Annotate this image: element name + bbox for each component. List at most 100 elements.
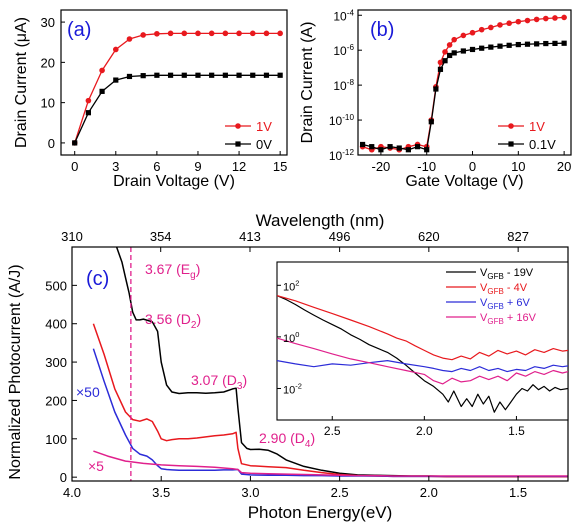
panel-a-series-1-line: [74, 74, 281, 144]
panel-b-series-0-point-23: [543, 15, 549, 22]
panel-c-y-tick-label-5: 500: [45, 278, 67, 293]
panel-b-series-0-point-18: [497, 22, 503, 28]
panel-b-series-0-point-13: [451, 36, 457, 43]
panel-c-annotation-3: 2.90 (D4): [259, 430, 315, 450]
panel-a-series-0-point-7: [167, 30, 174, 37]
panel-a-series-0-point-11: [222, 30, 229, 37]
panel-c-inset-y-tick-label-2: 102: [283, 278, 299, 293]
panel-b-series-0-point-21: [524, 17, 531, 24]
panel-a-y-tick-label-1: 10: [41, 96, 55, 111]
panel-a-legend-label-0: 1V: [256, 119, 272, 134]
panel-c-inset-legend-label-1: VGFB - 4V: [480, 282, 528, 296]
panel-b-series-1-point-10: [437, 66, 444, 72]
panel-b-y-tick-label-2: 10-8: [333, 78, 354, 93]
panel-c-y-tick-label-3: 300: [45, 355, 67, 370]
panel-c-inset-series-3-line: [277, 337, 568, 385]
panel-a-x-tick-label-2: 6: [153, 159, 160, 174]
panel-b-series-0-point-25: [561, 14, 567, 21]
panel-b-series-1-point-8: [428, 119, 434, 125]
panel-a-series-0-point-2: [99, 67, 105, 74]
panel-b-x-tick-label-3: 10: [511, 159, 525, 174]
panel-c-x-tick-label-3: 2.5: [331, 485, 349, 500]
panel-c-top-tick-label-2: 413: [239, 229, 261, 244]
panel-c-y-tick-label-2: 200: [45, 393, 67, 408]
panel-b-series-1-point-21: [524, 41, 531, 47]
panel-a-series-0-point-8: [181, 30, 188, 37]
panel-c-x-tick-label-0: 4.0: [63, 485, 81, 500]
panel-a-series-1-point-0: [72, 140, 78, 146]
panel-a-series-1-point-8: [181, 72, 187, 78]
panel-a-series-0-point-5: [140, 32, 146, 38]
panel-b-series-1-point-6: [414, 144, 421, 150]
panel-c-inset-y-tick-label-0: 10-2: [283, 381, 302, 396]
panel-a-series-1-point-13: [250, 72, 256, 78]
panel-b-series-1-point-23: [543, 40, 549, 47]
panel-b-series-1-point-12: [447, 52, 453, 59]
panel-b-series-1-point-20: [515, 41, 521, 48]
panel-a-series-1-point-10: [209, 72, 215, 78]
panel-b-legend-label-0: 1V: [529, 119, 545, 134]
panel-b-legend-marker-1: [508, 141, 514, 147]
panel-c-inset-series-1-line: [277, 295, 568, 361]
panel-a-x-tick-label-3: 9: [194, 159, 201, 174]
panel-b-x-tick-label-2: 0: [469, 159, 476, 174]
panel-a-series-1-point-4: [126, 73, 133, 80]
panel-c-inset-x-tick-label-1: 2.0: [416, 424, 433, 438]
panel-a-y-axis-title: Drain Current (μA): [13, 17, 30, 148]
panel-c-annotation-2: 3.07 (D3): [191, 372, 247, 392]
panel-c-x-tick-label-2: 3.0: [241, 485, 259, 500]
panel-c-y-axis-title: Normalized Photocurrent (A/J): [7, 264, 24, 479]
panel-c-chart: 4.0 3.5 3.0 2.5 2.0 1.5 310 354 413 496 620 827 0 100…: [7, 211, 569, 522]
panel-a-y-tick-label-0: 0: [48, 136, 55, 151]
panel-c-inset-series-group: [277, 295, 568, 413]
panel-b-series-1-point-4: [396, 145, 402, 151]
panel-b-series-1-point-9: [433, 86, 439, 92]
panel-c-top-tick-label-1: 354: [150, 229, 172, 244]
panel-b-series-0-point-16: [478, 26, 485, 33]
panel-a-x-axis-title: Drain Voltage (V): [113, 173, 235, 190]
panel-c-inset-y-tick-label-1: 100: [283, 330, 299, 345]
panel-b-series-0-point-11: [442, 49, 448, 55]
panel-c-series-3-line: [93, 450, 568, 477]
panel-b-legend-marker-0: [508, 123, 514, 129]
panel-a-series-1-point-7: [167, 72, 174, 78]
panel-a-series-0-point-3: [112, 46, 119, 53]
panel-c-annotation-0: 3.67 (Eg): [145, 261, 200, 281]
panel-b-series-0-point-14: [460, 32, 467, 39]
panel-c-inset-legend-label-3: VGFB + 16V: [480, 312, 537, 326]
panel-c-inset-frame: [276, 261, 569, 421]
panel-c-x-tick-label-4: 2.0: [420, 485, 438, 500]
panel-a-series-1-point-15: [277, 72, 283, 78]
panel-b-series-1-point-24: [552, 40, 558, 46]
panel-c-inset-x-tick-label-2: 1.5: [508, 424, 525, 438]
panel-a-series-1-point-2: [99, 88, 105, 94]
panel-a-series-0-point-10: [208, 30, 215, 37]
panel-b-series-1-point-18: [497, 43, 503, 49]
panel-c-top-tick-label-5: 827: [507, 229, 529, 244]
panel-b-x-tick-label-0: -20: [372, 159, 391, 174]
panel-a-series-1-point-5: [140, 73, 146, 79]
panel-a-series-1-point-3: [113, 77, 119, 83]
panel-c-top-axis-title: Wavelength (nm): [256, 211, 385, 230]
panel-a-label: (a): [67, 19, 91, 41]
panel-c-inset-legend-label-2: VGFB + 6V: [480, 297, 530, 311]
panel-b-series-1-point-16: [479, 45, 485, 51]
panel-b-y-tick-label-0: 10-12: [329, 148, 355, 163]
panel-b-series-1-point-11: [442, 58, 448, 64]
panel-b-x-tick-label-1: -10: [417, 159, 436, 174]
panel-b-series-0-point-22: [533, 16, 540, 23]
panel-b-series-1-point-22: [534, 41, 540, 47]
panel-c-y-tick-label-1: 100: [45, 432, 67, 447]
panel-b-y-axis-title: Drain Current (A): [299, 22, 316, 144]
panel-a-series-0-point-1: [85, 97, 92, 104]
panel-c-inset-legend-label-0: VGFB - 19V: [480, 267, 534, 281]
panel-a-legend-label-1: 0V: [256, 137, 272, 152]
panel-a-series-0-point-12: [236, 30, 242, 37]
panel-b-series-1-point-1: [369, 144, 375, 150]
panel-c-x-tick-label-1: 3.5: [152, 485, 170, 500]
panel-c-annotation-1: 3.56 (D2): [145, 311, 201, 331]
panel-b-series-0-point-15: [469, 29, 476, 36]
panel-a-series-1-point-14: [263, 72, 270, 78]
